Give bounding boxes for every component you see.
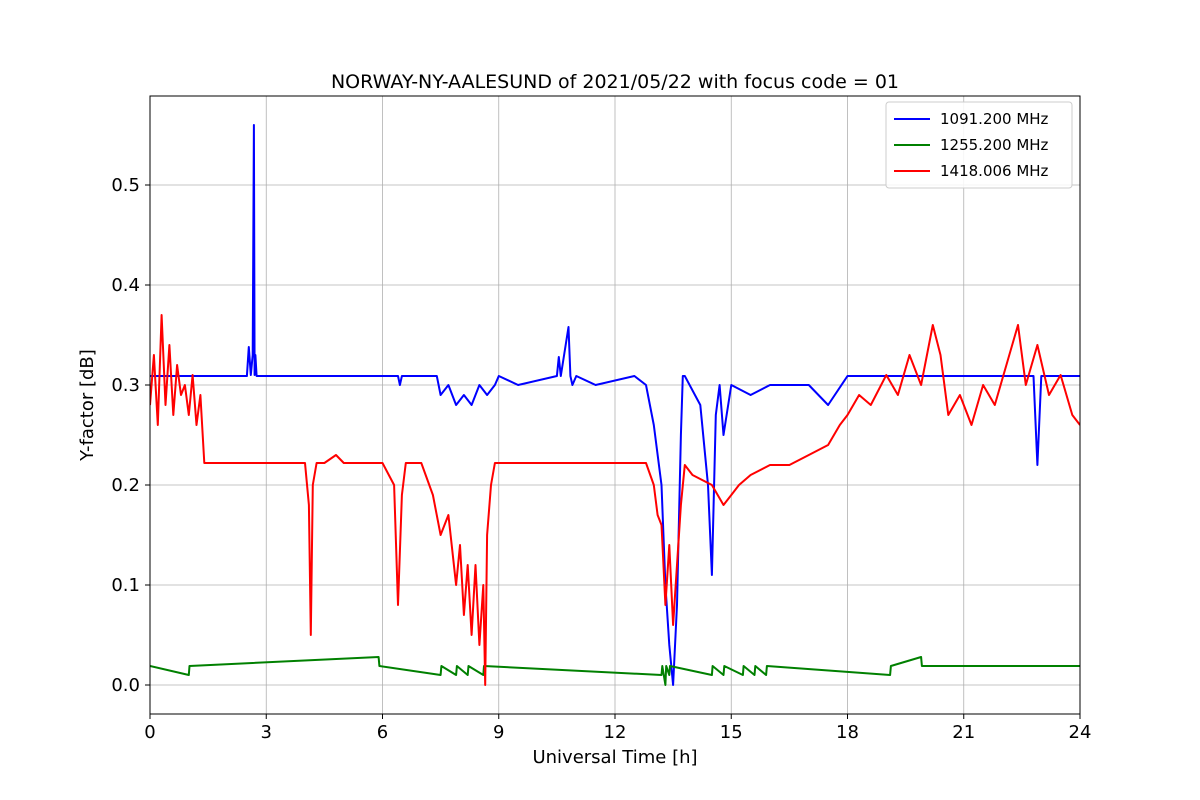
x-tick-label: 0 xyxy=(144,722,155,743)
y-tick-label: 0.0 xyxy=(111,675,140,696)
y-tick-label: 0.5 xyxy=(111,175,140,196)
ticks: 0 3 6 9 12 15 18 21 24 0.0 0.1 0.2 0.3 0.4 0.5 xyxy=(111,175,1091,743)
series-layer xyxy=(150,124,1080,686)
legend-label-1091: 1091.200 MHz xyxy=(940,110,1049,128)
x-tick-label: 15 xyxy=(720,722,743,743)
x-tick-label: 24 xyxy=(1069,722,1092,743)
y-tick-label: 0.3 xyxy=(111,375,140,396)
x-tick-label: 6 xyxy=(377,722,388,743)
x-tick-label: 18 xyxy=(836,722,859,743)
legend: 1091.200 MHz 1255.200 MHz 1418.006 MHz xyxy=(885,101,1073,189)
legend-label-1418: 1418.006 MHz xyxy=(940,162,1049,180)
y-tick-label: 0.4 xyxy=(111,275,140,296)
x-tick-label: 9 xyxy=(493,722,504,743)
y-tick-label: 0.2 xyxy=(111,475,140,496)
legend-box xyxy=(885,101,1073,189)
series-line-0 xyxy=(150,124,1080,686)
legend-label-1255: 1255.200 MHz xyxy=(940,136,1049,154)
y-tick-label: 0.1 xyxy=(111,575,140,596)
series-line-1 xyxy=(150,656,1080,686)
x-tick-label: 12 xyxy=(604,722,627,743)
chart-title: NORWAY-NY-AALESUND of 2021/05/22 with fo… xyxy=(331,71,899,93)
y-axis-label: Y-factor [dB] xyxy=(77,349,98,462)
x-tick-label: 3 xyxy=(261,722,272,743)
series-line-2 xyxy=(150,314,1080,686)
x-tick-label: 21 xyxy=(952,722,975,743)
x-axis-label: Universal Time [h] xyxy=(532,747,697,768)
